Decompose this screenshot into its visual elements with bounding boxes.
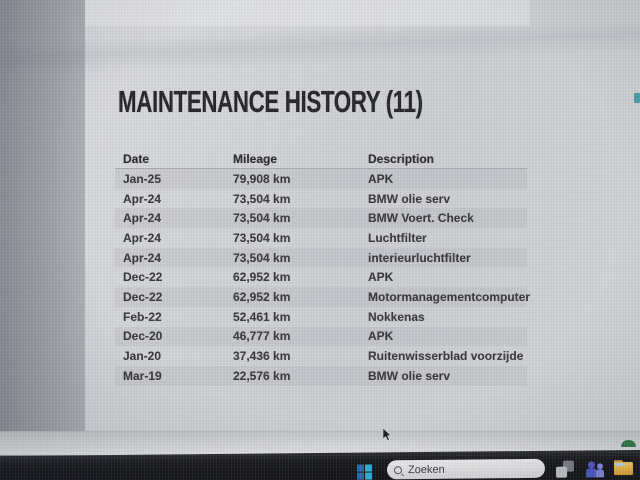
- cell-description: Ruitenwisserblad voorzijde: [368, 349, 524, 364]
- maintenance-history-table: Date Mileage Description Jan-25 79,908 km…: [115, 149, 531, 386]
- table-row: Dec-22 62,952 km APK: [115, 267, 527, 287]
- table-row: Apr-24 73,504 km interieurluchtfilter: [115, 247, 527, 268]
- table-row: Apr-24 73,504 km BMW Voert. Check: [115, 208, 527, 229]
- cell-description: APK: [368, 270, 394, 285]
- teams-icon[interactable]: [585, 461, 605, 478]
- cell-mileage: 79,908 km: [233, 171, 291, 186]
- cell-mileage: 73,504 km: [233, 230, 291, 245]
- table-row: Jan-25 79,908 km APK: [115, 169, 527, 189]
- app-window: MAINTENANCE HISTORY (11) Date Mileage De…: [85, 0, 640, 431]
- cell-mileage: 22,576 km: [233, 368, 291, 383]
- table-row: Jan-20 37,436 km Ruitenwisserblad voorzijd…: [115, 346, 527, 366]
- scrollbar-thumb[interactable]: [634, 93, 640, 103]
- cell-date: Feb-22: [123, 309, 162, 324]
- taskbar-search-input[interactable]: Zoeken: [386, 458, 546, 480]
- window-top-highlight: [85, 0, 530, 26]
- cell-mileage: 62,952 km: [233, 270, 291, 285]
- cell-date: Apr-24: [123, 211, 162, 226]
- task-view-icon[interactable]: [555, 460, 575, 478]
- table-header-row: Date Mileage Description: [115, 149, 527, 169]
- cell-mileage: 73,504 km: [233, 250, 291, 265]
- cell-date: Apr-24: [123, 230, 162, 245]
- cell-description: Luchtfilter: [368, 230, 427, 245]
- table-row: Feb-22 52,461 km Nokkenas: [115, 307, 527, 327]
- cell-description: BMW Voert. Check: [368, 211, 474, 226]
- cell-mileage: 62,952 km: [233, 289, 291, 304]
- cell-description: interieurluchtfilter: [368, 250, 471, 265]
- file-explorer-icon[interactable]: [613, 460, 634, 476]
- cell-date: Mar-19: [123, 368, 162, 383]
- mouse-cursor: [383, 428, 392, 441]
- page-title: MAINTENANCE HISTORY (11): [118, 84, 423, 119]
- cell-date: Jan-20: [123, 349, 162, 364]
- column-header-description: Description: [368, 151, 435, 166]
- cell-date: Jan-25: [123, 171, 162, 186]
- cell-description: APK: [368, 329, 394, 344]
- cell-mileage: 73,504 km: [233, 211, 291, 226]
- cell-description: APK: [368, 171, 394, 186]
- cell-mileage: 37,436 km: [233, 349, 291, 364]
- cell-description: BMW olie serv: [368, 191, 451, 206]
- cell-date: Dec-20: [123, 329, 163, 344]
- cell-description: BMW olie serv: [368, 368, 451, 383]
- table-row: Dec-20 46,777 km APK: [115, 326, 527, 347]
- column-header-date: Date: [123, 151, 150, 166]
- search-icon: [393, 465, 403, 474]
- taskbar: Zoeken: [0, 449, 640, 480]
- cell-description: Nokkenas: [368, 309, 425, 324]
- cell-mileage: 73,504 km: [233, 191, 291, 206]
- table-row: Mar-19 22,576 km BMW olie serv: [115, 365, 527, 386]
- cell-mileage: 52,461 km: [233, 309, 291, 324]
- windows-start-icon[interactable]: [356, 464, 373, 480]
- table-row: Apr-24 73,504 km Luchtfilter: [115, 228, 527, 248]
- column-header-mileage: Mileage: [233, 151, 278, 166]
- table-row: Apr-24 73,504 km BMW olie serv: [115, 189, 527, 209]
- table-row: Dec-22 62,952 km Motormanagementcomputer: [115, 287, 531, 307]
- cell-description: Motormanagementcomputer: [368, 289, 531, 304]
- search-placeholder-label: Zoeken: [407, 463, 445, 476]
- cell-date: Dec-22: [123, 289, 163, 304]
- table-body: Jan-25 79,908 km APK Apr-24 73,504 km BMW oli…: [115, 169, 531, 386]
- cell-date: Apr-24: [123, 250, 162, 265]
- green-arc-decoration: [621, 440, 636, 447]
- cell-date: Apr-24: [123, 191, 162, 206]
- cell-date: Dec-22: [123, 270, 163, 285]
- cell-mileage: 46,777 km: [233, 329, 291, 344]
